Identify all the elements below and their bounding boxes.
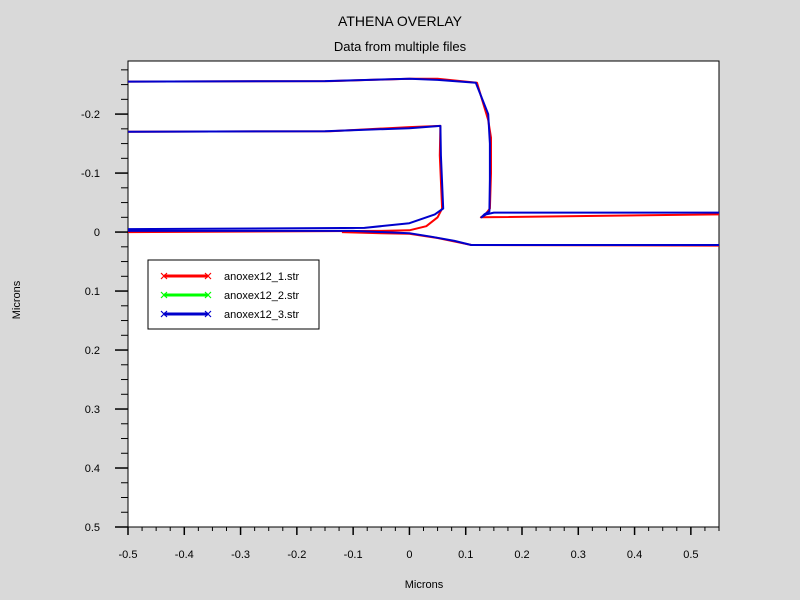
x-tick-label: 0.3 bbox=[571, 549, 586, 561]
x-tick-label: -0.2 bbox=[287, 549, 306, 561]
y-tick-label: -0.2 bbox=[81, 109, 100, 121]
x-tick-label: 0.4 bbox=[627, 549, 642, 561]
x-tick-label: 0 bbox=[406, 549, 412, 561]
y-tick-label: 0.4 bbox=[85, 463, 100, 475]
x-tick-label: -0.5 bbox=[119, 549, 138, 561]
y-axis: -0.2 -0.1 0 0.1 0.2 0.3 0.4 0.5 bbox=[81, 69, 128, 534]
x-tick-label: -0.3 bbox=[231, 549, 250, 561]
x-tick-label: 0.2 bbox=[514, 549, 529, 561]
series-3-curve-3 bbox=[128, 229, 719, 246]
legend-label-1: anoxex12_1.str bbox=[224, 271, 300, 283]
chart-title: ATHENA OVERLAY bbox=[338, 13, 463, 29]
data-curves bbox=[127, 77, 720, 247]
series-3-curve-1 bbox=[127, 77, 719, 219]
legend-label-3: anoxex12_3.str bbox=[224, 309, 300, 321]
y-tick-label: 0.1 bbox=[85, 286, 100, 298]
legend-marker-2 bbox=[160, 291, 168, 299]
y-tick-label: 0 bbox=[94, 227, 100, 239]
y-axis-label: Microns bbox=[11, 280, 23, 319]
x-tick-label: 0.1 bbox=[458, 549, 473, 561]
legend-label-2: anoxex12_2.str bbox=[224, 290, 300, 302]
y-tick-label: 0.3 bbox=[85, 404, 100, 416]
legend-marker-3 bbox=[204, 310, 212, 318]
legend-marker-2 bbox=[204, 291, 212, 299]
y-tick-label: -0.1 bbox=[81, 168, 100, 180]
x-axis: -0.5 -0.4 -0.3 -0.2 -0.1 0 0.1 0.2 0.3 0.4 0.5 bbox=[119, 527, 720, 561]
series-3-curve-2 bbox=[127, 124, 445, 231]
legend-marker-1 bbox=[160, 272, 168, 280]
x-tick-label: -0.4 bbox=[175, 549, 194, 561]
legend: anoxex12_1.str anoxex12_2.str anoxex12_3.s… bbox=[147, 259, 320, 330]
y-tick-label: 0.5 bbox=[85, 522, 100, 534]
x-tick-label: 0.5 bbox=[683, 549, 698, 561]
x-axis-label: Microns bbox=[405, 579, 444, 591]
chart-subtitle: Data from multiple files bbox=[334, 39, 467, 54]
x-tick-label: -0.1 bbox=[344, 549, 363, 561]
legend-marker-3 bbox=[160, 310, 168, 318]
y-tick-label: 0.2 bbox=[85, 345, 100, 357]
legend-marker-1 bbox=[204, 272, 212, 280]
